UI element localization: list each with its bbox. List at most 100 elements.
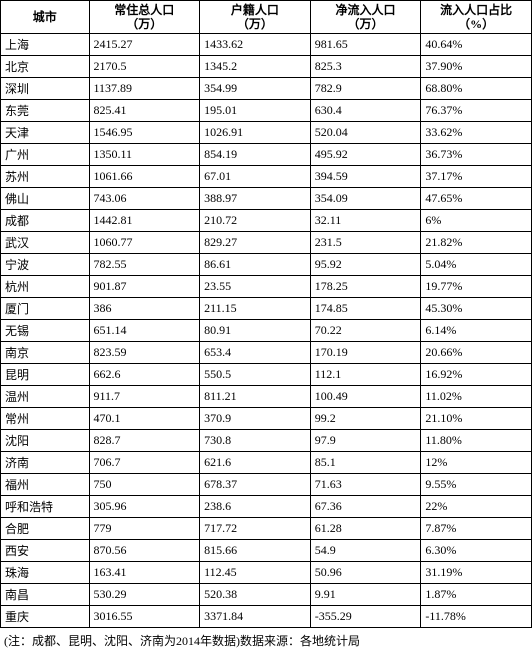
table-row: 沈阳828.7730.897.911.80% [1, 430, 532, 452]
cell-ratio: 45.30% [421, 298, 532, 320]
cell-netinflow: 112.1 [310, 364, 421, 386]
table-row: 重庆3016.553371.84-355.29-11.78% [1, 606, 532, 628]
cell-total: 651.14 [89, 320, 200, 342]
cell-total: 779 [89, 518, 200, 540]
table-row: 呼和浩特305.96238.667.3622% [1, 496, 532, 518]
cell-ratio: 6% [421, 210, 532, 232]
cell-registered: 370.9 [200, 408, 311, 430]
cell-registered: 811.21 [200, 386, 311, 408]
cell-city: 温州 [1, 386, 90, 408]
cell-netinflow: 50.96 [310, 562, 421, 584]
cell-city: 宁波 [1, 254, 90, 276]
cell-total: 662.6 [89, 364, 200, 386]
cell-ratio: 37.17% [421, 166, 532, 188]
cell-city: 沈阳 [1, 430, 90, 452]
header-total: 常住总人口（万） [89, 1, 200, 34]
cell-city: 上海 [1, 34, 90, 56]
cell-total: 828.7 [89, 430, 200, 452]
cell-registered: 1345.2 [200, 56, 311, 78]
cell-netinflow: 495.92 [310, 144, 421, 166]
cell-netinflow: 174.85 [310, 298, 421, 320]
cell-total: 1442.81 [89, 210, 200, 232]
cell-city: 呼和浩特 [1, 496, 90, 518]
cell-ratio: 11.02% [421, 386, 532, 408]
cell-city: 天津 [1, 122, 90, 144]
table-row: 西安870.56815.6654.96.30% [1, 540, 532, 562]
cell-ratio: 40.64% [421, 34, 532, 56]
cell-registered: 815.66 [200, 540, 311, 562]
cell-netinflow: 9.91 [310, 584, 421, 606]
cell-total: 1546.95 [89, 122, 200, 144]
cell-ratio: 7.87% [421, 518, 532, 540]
cell-city: 北京 [1, 56, 90, 78]
cell-ratio: 21.10% [421, 408, 532, 430]
cell-city: 西安 [1, 540, 90, 562]
table-row: 东莞825.41195.01630.476.37% [1, 100, 532, 122]
cell-ratio: 6.30% [421, 540, 532, 562]
cell-total: 2415.27 [89, 34, 200, 56]
cell-city: 重庆 [1, 606, 90, 628]
cell-total: 1060.77 [89, 232, 200, 254]
cell-total: 3016.55 [89, 606, 200, 628]
cell-ratio: 12% [421, 452, 532, 474]
cell-registered: 195.01 [200, 100, 311, 122]
cell-ratio: 1.87% [421, 584, 532, 606]
cell-netinflow: 54.9 [310, 540, 421, 562]
cell-netinflow: 71.63 [310, 474, 421, 496]
cell-city: 南昌 [1, 584, 90, 606]
cell-registered: 86.61 [200, 254, 311, 276]
cell-city: 深圳 [1, 78, 90, 100]
cell-city: 合肥 [1, 518, 90, 540]
cell-netinflow: 178.25 [310, 276, 421, 298]
cell-netinflow: 981.65 [310, 34, 421, 56]
cell-netinflow: 825.3 [310, 56, 421, 78]
cell-registered: 717.72 [200, 518, 311, 540]
cell-ratio: 22% [421, 496, 532, 518]
header-ratio: 流入人口占比（%） [421, 1, 532, 34]
cell-registered: 388.97 [200, 188, 311, 210]
cell-city: 无锡 [1, 320, 90, 342]
table-row: 无锡651.1480.9170.226.14% [1, 320, 532, 342]
cell-ratio: 47.65% [421, 188, 532, 210]
cell-registered: 80.91 [200, 320, 311, 342]
table-row: 南京823.59653.4170.1920.66% [1, 342, 532, 364]
cell-registered: 520.38 [200, 584, 311, 606]
cell-netinflow: 354.09 [310, 188, 421, 210]
cell-ratio: 11.80% [421, 430, 532, 452]
table-row: 常州470.1370.999.221.10% [1, 408, 532, 430]
cell-total: 782.55 [89, 254, 200, 276]
cell-total: 2170.5 [89, 56, 200, 78]
cell-total: 386 [89, 298, 200, 320]
table-row: 福州750678.3771.639.55% [1, 474, 532, 496]
header-city: 城市 [1, 1, 90, 34]
table-row: 成都1442.81210.7232.116% [1, 210, 532, 232]
table-row: 上海2415.271433.62981.6540.64% [1, 34, 532, 56]
cell-netinflow: 394.59 [310, 166, 421, 188]
cell-netinflow: 100.49 [310, 386, 421, 408]
cell-ratio: 20.66% [421, 342, 532, 364]
cell-registered: 67.01 [200, 166, 311, 188]
cell-total: 750 [89, 474, 200, 496]
cell-netinflow: 97.9 [310, 430, 421, 452]
cell-netinflow: 61.28 [310, 518, 421, 540]
cell-city: 苏州 [1, 166, 90, 188]
cell-ratio: 5.04% [421, 254, 532, 276]
cell-netinflow: 70.22 [310, 320, 421, 342]
cell-total: 911.7 [89, 386, 200, 408]
cell-netinflow: 630.4 [310, 100, 421, 122]
cell-city: 杭州 [1, 276, 90, 298]
cell-netinflow: 67.36 [310, 496, 421, 518]
table-row: 济南706.7621.685.112% [1, 452, 532, 474]
cell-total: 530.29 [89, 584, 200, 606]
cell-registered: 112.45 [200, 562, 311, 584]
cell-total: 305.96 [89, 496, 200, 518]
cell-city: 昆明 [1, 364, 90, 386]
population-table: 城市 常住总人口（万） 户籍人口（万） 净流入人口（万） 流入人口占比（%） 上… [0, 0, 532, 628]
cell-ratio: 9.55% [421, 474, 532, 496]
cell-total: 1137.89 [89, 78, 200, 100]
cell-registered: 238.6 [200, 496, 311, 518]
cell-netinflow: -355.29 [310, 606, 421, 628]
cell-netinflow: 85.1 [310, 452, 421, 474]
cell-total: 1350.11 [89, 144, 200, 166]
cell-netinflow: 170.19 [310, 342, 421, 364]
